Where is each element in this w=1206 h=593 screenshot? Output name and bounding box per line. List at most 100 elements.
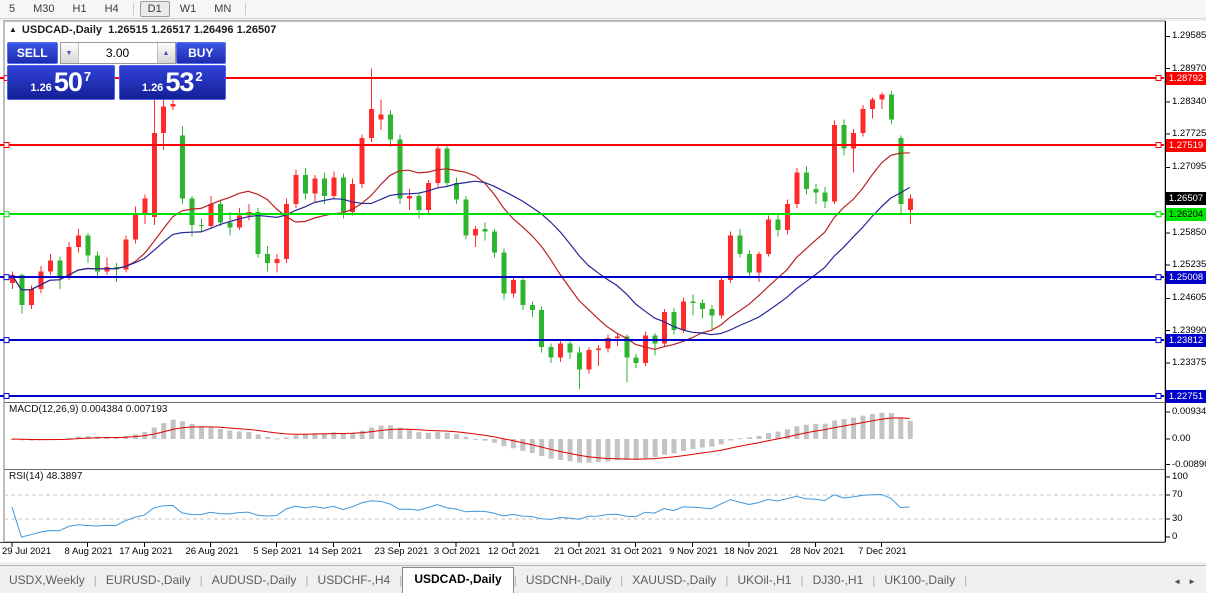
chart-tab-bar: USDX,Weekly | EURUSD-,Daily | AUDUSD-,Daily |… [0, 565, 1206, 593]
tab-audusd-daily[interactable]: AUDUSD-,Daily [211, 573, 297, 587]
rsi-label: RSI(14) 48.3897 [9, 471, 83, 482]
buy-price-pip: 2 [195, 69, 203, 84]
moving-averages [11, 152, 911, 351]
buy-price-big: 53 [165, 67, 194, 97]
chart-background [0, 20, 1206, 562]
timeframe-button-5[interactable]: 5 [9, 3, 16, 15]
price-tick-label: 1.29585 [1172, 30, 1206, 42]
price-tick-label: 1.27095 [1172, 161, 1206, 173]
tab-ukoil-h1[interactable]: UKOil-,H1 [737, 573, 792, 587]
chart-ohlc-values: 1.26515 1.26517 1.26496 1.26507 [108, 24, 277, 36]
tab-usdchf-h4[interactable]: USDCHF-,H4 [317, 573, 391, 587]
date-tick-label: 9 Nov 2021 [669, 546, 718, 557]
date-tick-label: 5 Sep 2021 [253, 546, 302, 557]
date-tick-label: 31 Oct 2021 [610, 546, 663, 557]
tab-scroll-right-icon[interactable]: ► [1188, 577, 1196, 586]
level-lines[interactable] [0, 75, 1164, 399]
buy-price-box[interactable]: 1.26 53 2 [118, 65, 226, 100]
rsi-tick-label: 70 [1172, 489, 1183, 500]
candles-layer [10, 68, 913, 390]
rsi-tick-label: 0 [1172, 531, 1178, 542]
macd-tick-label: 0.009345 [1172, 405, 1206, 417]
tab-separator: | [399, 573, 403, 587]
volume-decrease-icon[interactable]: ▼ [60, 43, 79, 63]
timeframe-button-w1[interactable]: W1 [179, 3, 197, 15]
toolbar-separator [132, 2, 134, 16]
tab-scroll-left-icon[interactable]: ◄ [1173, 577, 1182, 586]
tab-separator: | [305, 573, 309, 587]
rsi-tick-label: 100 [1172, 471, 1188, 482]
tab-uk100-daily[interactable]: UK100-,Daily [884, 573, 956, 587]
tab-usdcad-daily[interactable]: USDCAD-,Daily [402, 567, 514, 593]
level-price-tag-1.25008[interactable]: 1.25008 [1166, 271, 1206, 284]
collapse-panel-icon[interactable]: ▲ [9, 25, 17, 34]
date-tick-label: 14 Sep 2021 [308, 546, 363, 557]
date-tick-label: 26 Aug 2021 [185, 546, 239, 557]
volume-input[interactable]: 3.00 [78, 43, 157, 63]
tab-separator: | [872, 573, 876, 587]
sell-price-prefix: 1.26 [30, 81, 52, 94]
date-ticks [11, 542, 882, 547]
toolbar-separator [245, 2, 247, 16]
macd-tick-label: -0.00890 [1172, 458, 1206, 470]
tab-separator: | [725, 573, 729, 587]
tab-usdx-weekly[interactable]: USDX,Weekly [9, 573, 85, 587]
price-tick-label: 1.25850 [1172, 226, 1206, 238]
tab-separator: | [93, 573, 97, 587]
rsi-pane [4, 493, 1164, 538]
price-tick-label: 1.23375 [1172, 357, 1206, 369]
price-tick-label: 1.23990 [1172, 324, 1206, 336]
macd-tick-label: 0.00 [1172, 433, 1191, 444]
one-click-trade-panel: SELL ▼ 3.00 ▲ BUY 1.26 50 7 1.26 53 2 [7, 42, 226, 100]
timeframe-toolbar: 5 M30 H1 H4 D1 W1 MN [0, 0, 1206, 19]
price-tick-label: 1.28970 [1172, 62, 1206, 74]
level-price-tag-1.26204[interactable]: 1.26204 [1166, 208, 1206, 221]
date-tick-label: 21 Oct 2021 [554, 546, 606, 557]
level-price-tag-1.27519[interactable]: 1.27519 [1166, 139, 1206, 152]
level-price-tag-1.28792[interactable]: 1.28792 [1166, 72, 1206, 85]
tab-separator: | [199, 573, 203, 587]
timeframe-button-m30[interactable]: M30 [33, 3, 55, 15]
tab-eurusd-daily[interactable]: EURUSD-,Daily [105, 573, 191, 587]
buy-button[interactable]: BUY [175, 42, 226, 64]
level-price-tag-1.23812[interactable]: 1.23812 [1166, 334, 1206, 347]
date-tick-label: 17 Aug 2021 [119, 546, 173, 557]
volume-increase-icon[interactable]: ▲ [156, 43, 175, 63]
macd-values: 0.004384 0.007193 [81, 404, 168, 415]
rsi-value: 48.3897 [46, 471, 83, 482]
timeframe-button-h1[interactable]: H1 [72, 3, 87, 15]
date-tick-label: 7 Dec 2021 [858, 546, 907, 557]
tab-separator: | [964, 573, 968, 587]
current-price-tag: 1.26507 [1166, 192, 1206, 205]
date-tick-label: 28 Nov 2021 [790, 546, 845, 557]
price-tick-label: 1.25235 [1172, 259, 1206, 271]
tab-xauusd-daily[interactable]: XAUUSD-,Daily [632, 573, 717, 587]
price-tick-label: 1.24605 [1172, 292, 1206, 304]
date-tick-label: 18 Nov 2021 [724, 546, 778, 557]
date-tick-label: 3 Oct 2021 [433, 546, 481, 557]
sell-price-big: 50 [53, 67, 83, 97]
level-price-tag-1.22751[interactable]: 1.22751 [1166, 390, 1206, 403]
date-tick-label: 8 Aug 2021 [64, 546, 113, 557]
tab-usdcnh-daily[interactable]: USDCNH-,Daily [525, 573, 612, 587]
timeframe-button-d1[interactable]: D1 [139, 1, 170, 17]
sell-button[interactable]: SELL [7, 42, 58, 64]
price-tick-label: 1.27725 [1172, 128, 1206, 140]
chart-symbol-title: USDCAD-,Daily [21, 24, 102, 36]
date-tick-label: 12 Oct 2021 [487, 546, 540, 557]
volume-spinner: ▼ 3.00 ▲ [59, 42, 176, 64]
rsi-tick-label: 30 [1172, 513, 1183, 524]
buy-price-prefix: 1.26 [141, 81, 164, 94]
tab-dj30-h1[interactable]: DJ30-,H1 [812, 573, 864, 587]
chart-frame [0, 21, 1170, 543]
timeframe-button-h4[interactable]: H4 [104, 3, 119, 15]
price-tick-label: 1.28340 [1172, 95, 1206, 107]
date-tick-label: 23 Sep 2021 [374, 546, 429, 557]
date-tick-label: 29 Jul 2021 [2, 546, 52, 557]
sell-price-box[interactable]: 1.26 50 7 [7, 65, 115, 100]
tab-separator: | [620, 573, 624, 587]
macd-pane [10, 412, 913, 463]
timeframe-button-mn[interactable]: MN [214, 3, 232, 15]
